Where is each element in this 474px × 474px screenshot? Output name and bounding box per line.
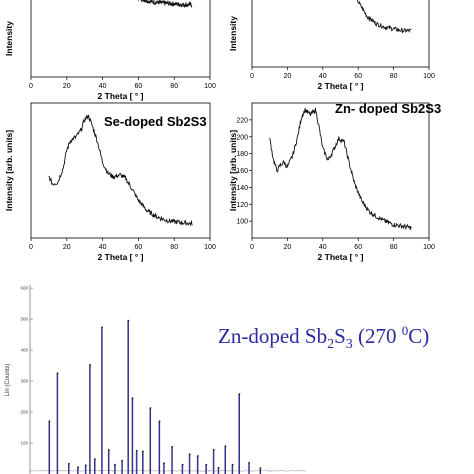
x-tick-label: 0 bbox=[29, 244, 33, 251]
xrd-peak-marker bbox=[101, 326, 103, 329]
x-tick-label: 60 bbox=[135, 244, 143, 251]
x-tick-label: 20 bbox=[63, 244, 71, 251]
xrd-peak-marker bbox=[259, 467, 262, 470]
xrd-peak-marker bbox=[171, 445, 174, 448]
xrd-peak-marker bbox=[212, 448, 215, 451]
xrd-peak-marker bbox=[68, 462, 70, 465]
x-tick-label: 60 bbox=[135, 83, 143, 90]
xrd-y-tick-label: 600 bbox=[20, 286, 28, 291]
x-axis-label: 2 Theta [ ° ] bbox=[318, 81, 364, 91]
plot-frame-zn-doped bbox=[251, 102, 430, 239]
y-axis-label: Intensity bbox=[4, 21, 14, 56]
x-tick-label: 80 bbox=[390, 244, 398, 251]
xrd-title-part-pre: Zn-doped Sb bbox=[218, 324, 327, 348]
xrd-peak-marker bbox=[224, 445, 227, 448]
xrd-peak-marker bbox=[149, 407, 152, 409]
xrd-title-part-post: (270 bbox=[353, 324, 402, 348]
xrd-y-tick-label: 100 bbox=[20, 441, 28, 446]
x-tick-label: 20 bbox=[284, 244, 292, 251]
xrd-peak-marker bbox=[217, 466, 220, 469]
xrd-peak-marker bbox=[48, 420, 51, 423]
xrd-peak-marker bbox=[127, 319, 130, 322]
y-tick-label: 220 bbox=[236, 117, 248, 124]
xrd-peak-marker bbox=[158, 420, 161, 423]
x-tick-label: 100 bbox=[423, 73, 435, 80]
x-tick-label: 40 bbox=[99, 244, 107, 251]
x-tick-label: 40 bbox=[319, 244, 327, 251]
y-axis-label: Intensity [arb. units] bbox=[228, 130, 238, 211]
plot-frame-top-right bbox=[251, 0, 430, 68]
xrd-peak-marker bbox=[238, 393, 241, 395]
xrd-title-part-end: C) bbox=[408, 324, 429, 348]
xrd-y-tick-label: 300 bbox=[20, 379, 28, 384]
xrd-peak-marker bbox=[121, 459, 124, 462]
diffraction-trace-se-doped bbox=[48, 114, 193, 227]
y-axis-label: Intensity [arb. units] bbox=[4, 130, 14, 211]
y-tick-label: 180 bbox=[236, 151, 248, 158]
x-tick-label: 0 bbox=[29, 83, 33, 90]
x-tick-label: 40 bbox=[319, 73, 327, 80]
x-tick-label: 80 bbox=[170, 244, 178, 251]
xrd-peak-marker bbox=[135, 449, 138, 452]
plot-frame-top-left bbox=[30, 0, 211, 78]
x-tick-label: 100 bbox=[204, 83, 216, 90]
x-tick-label: 0 bbox=[250, 244, 254, 251]
xrd-peak-marker bbox=[77, 466, 79, 469]
xrd-y-tick-label: 400 bbox=[20, 348, 28, 353]
x-tick-label: 20 bbox=[63, 83, 71, 90]
x-axis-label: 2 Theta [ ° ] bbox=[98, 91, 144, 101]
x-tick-label: 80 bbox=[170, 83, 178, 90]
x-axis-label: 2 Theta [ ° ] bbox=[318, 252, 364, 262]
xrd-peak-marker bbox=[231, 463, 234, 466]
y-tick-label: 200 bbox=[236, 134, 248, 141]
xrd-title: Zn-doped Sb2S3 (270 0C) bbox=[218, 323, 429, 352]
diffraction-trace-zn-doped bbox=[269, 107, 412, 231]
xrd-peak-marker bbox=[131, 397, 134, 399]
xrd-peak-marker bbox=[89, 364, 91, 366]
x-tick-label: 80 bbox=[390, 73, 398, 80]
xrd-peak-marker bbox=[196, 455, 199, 457]
xrd-title-part-sup: 0 bbox=[402, 323, 409, 338]
xrd-title-part-mid: S bbox=[334, 324, 346, 348]
xrd-peak-marker bbox=[181, 463, 184, 466]
x-tick-label: 100 bbox=[204, 244, 216, 251]
panel-title: Se-doped Sb2S3 bbox=[104, 114, 207, 129]
y-tick-label: 160 bbox=[236, 168, 248, 175]
xrd-peak-marker bbox=[56, 372, 59, 375]
x-tick-label: 0 bbox=[250, 73, 254, 80]
xrd-peak-marker bbox=[94, 458, 96, 461]
xrd-peak-marker bbox=[205, 463, 208, 466]
xrd-peak-marker bbox=[108, 448, 110, 451]
y-tick-label: 100 bbox=[236, 219, 248, 226]
xrd-peak-marker bbox=[114, 463, 116, 466]
xrd-title-part-sub2: 3 bbox=[346, 337, 353, 352]
xrd-y-tick-label: 200 bbox=[20, 410, 28, 415]
plot-frame-se-doped bbox=[30, 102, 211, 239]
xrd-title-part-sub1: 2 bbox=[327, 337, 334, 352]
x-axis-label: 2 Theta [ ° ] bbox=[98, 252, 144, 262]
y-tick-label: 140 bbox=[236, 185, 248, 192]
xrd-peak-marker bbox=[163, 462, 166, 465]
x-tick-label: 60 bbox=[354, 73, 362, 80]
xrd-background bbox=[29, 469, 307, 472]
diffraction-trace-top-left bbox=[137, 0, 193, 8]
xrd-y-axis-label: Lin (Counts) bbox=[5, 364, 11, 397]
x-tick-label: 20 bbox=[284, 73, 292, 80]
x-tick-label: 60 bbox=[354, 244, 362, 251]
y-axis-label: Intensity bbox=[228, 16, 238, 51]
xrd-peak-marker bbox=[142, 450, 144, 453]
x-tick-label: 40 bbox=[99, 83, 107, 90]
xrd-peak-marker bbox=[248, 461, 251, 464]
diffraction-trace-top-right bbox=[357, 0, 412, 34]
xrd-peak-marker bbox=[84, 464, 87, 467]
xrd-peak-marker bbox=[188, 453, 191, 456]
xrd-y-tick-label: 500 bbox=[20, 317, 28, 322]
panel-title: Zn- doped Sb2S3 bbox=[335, 101, 441, 116]
y-tick-label: 120 bbox=[236, 202, 248, 209]
x-tick-label: 100 bbox=[423, 244, 435, 251]
